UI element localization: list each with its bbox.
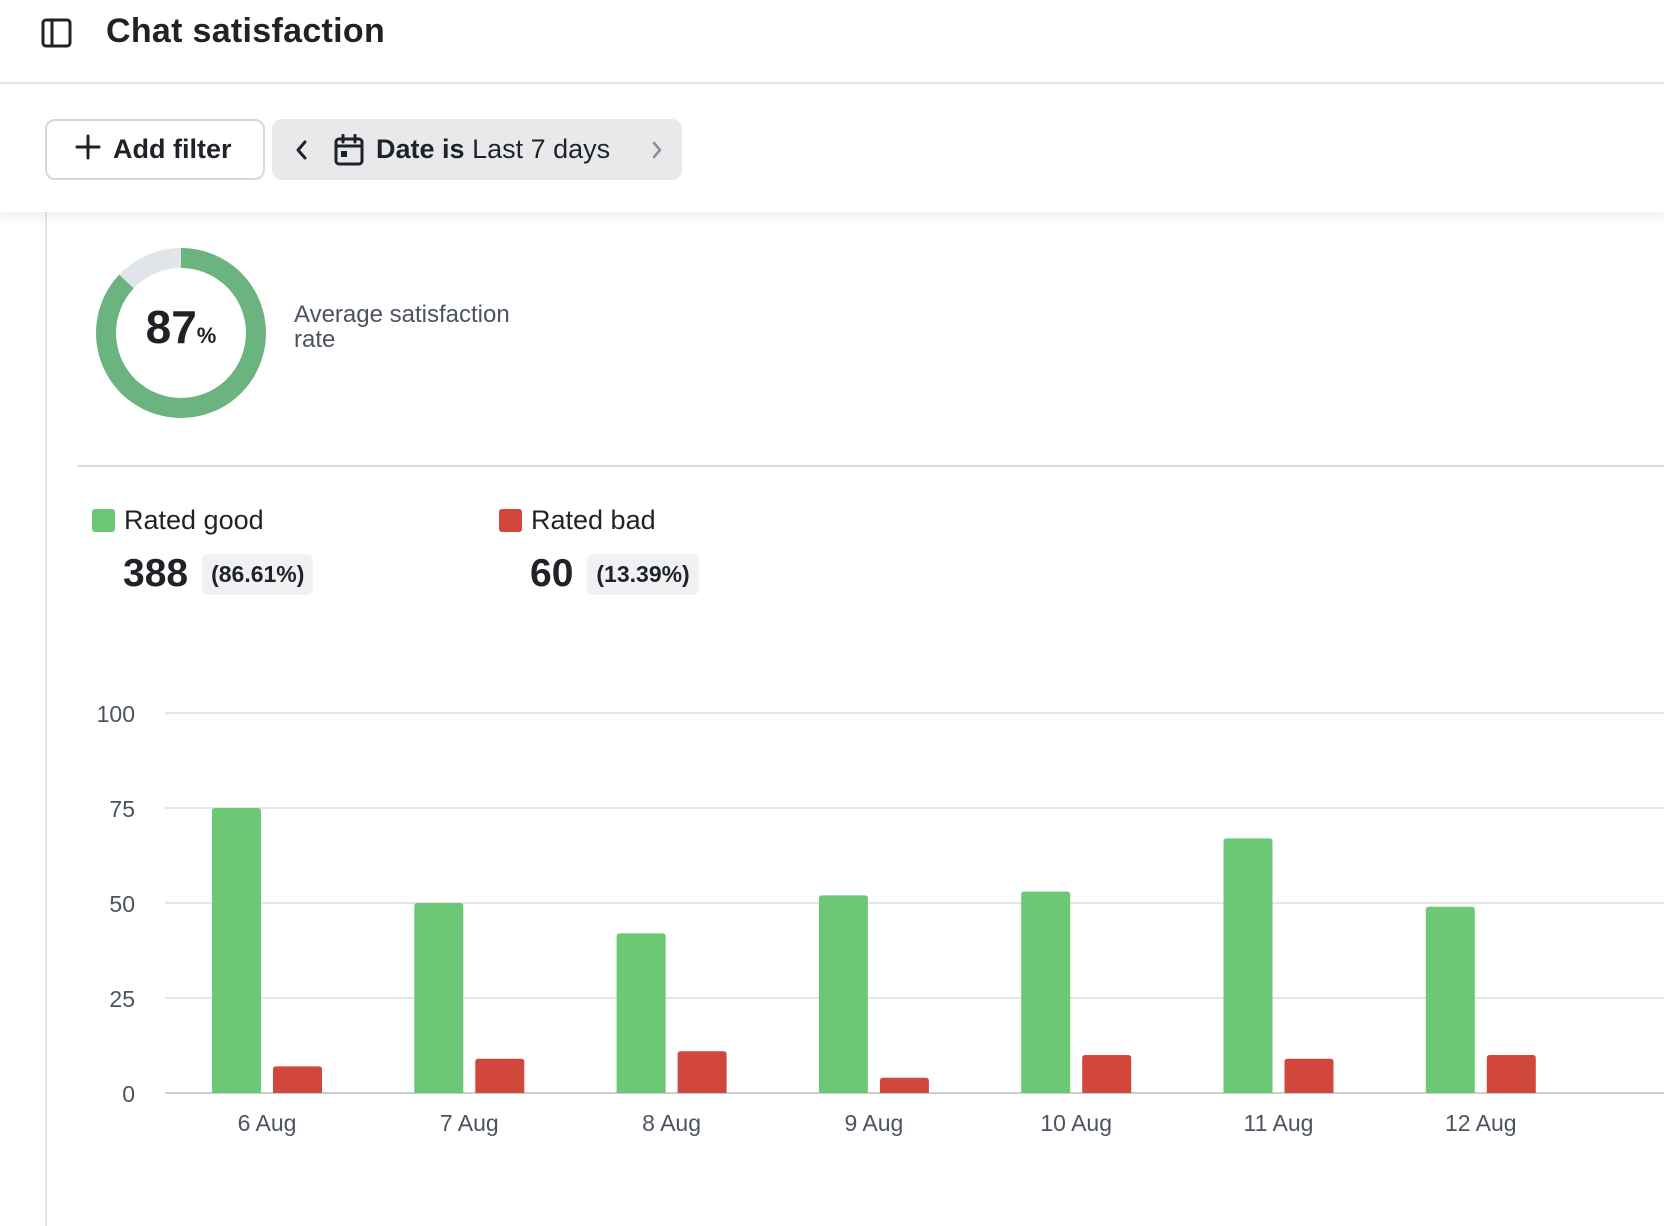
chevron-right-icon[interactable] [650, 119, 664, 180]
add-filter-label: Add filter [113, 134, 232, 164]
bar-rated-good [818, 895, 868, 1093]
bar-rated-good [1021, 891, 1071, 1093]
plus-icon [75, 134, 101, 165]
x-tick-label: 7 Aug [440, 1110, 499, 1136]
date-filter-value: Last 7 days [472, 134, 611, 164]
stat-rated-good: 388 (86.61%) [123, 552, 314, 596]
y-tick-label: 0 [122, 1081, 135, 1107]
satisfaction-rate-value: 87% [94, 300, 268, 354]
legend-swatch-bad [499, 509, 522, 532]
content-left-border [45, 212, 47, 1226]
rate-unit: % [196, 323, 217, 348]
page-header: Chat satisfaction [0, 0, 1664, 84]
y-tick-label: 50 [109, 891, 135, 917]
bar-rated-bad [879, 1077, 929, 1093]
stat-share-badge: (86.61%) [202, 553, 314, 595]
bar-rated-good [1223, 838, 1273, 1093]
sidebar-toggle-icon[interactable] [40, 16, 74, 50]
filter-bar: Add filter Date is Last 7 days [0, 86, 1664, 212]
bar-rated-bad [1486, 1055, 1536, 1093]
date-filter-field: Date is [376, 134, 465, 164]
bar-rated-good [616, 933, 666, 1093]
legend-item-rated-good: Rated good [92, 505, 264, 536]
stat-share-badge: (13.39%) [587, 553, 699, 595]
satisfaction-donut [96, 248, 266, 418]
bar-rated-bad [1284, 1058, 1334, 1093]
x-tick-label: 11 Aug [1244, 1110, 1314, 1136]
y-tick-label: 25 [109, 986, 135, 1012]
y-tick-label: 75 [109, 796, 135, 822]
bar-rated-good [1425, 906, 1475, 1093]
date-filter-text: Date is Last 7 days [376, 134, 610, 165]
bar-chart: 0 25 50 75 100 6 Aug 7 Aug 8 Aug 9 Aug 10 Aug 11 A… [97, 701, 1664, 1136]
page-title: Chat satisfaction [106, 12, 386, 50]
legend-item-rated-bad: Rated bad [499, 505, 656, 536]
legend-label: Rated good [124, 505, 264, 535]
legend-label: Rated bad [531, 505, 656, 535]
x-tick-label: 9 Aug [844, 1110, 903, 1136]
x-tick-label: 8 Aug [642, 1110, 701, 1136]
stat-count: 60 [530, 552, 574, 595]
legend-swatch-good [92, 509, 115, 532]
bar-rated-bad [677, 1051, 727, 1093]
x-tick-label: 10 Aug [1040, 1110, 1112, 1136]
bar-rated-bad [1082, 1055, 1132, 1093]
calendar-icon [334, 133, 364, 166]
bar-rated-bad [475, 1058, 525, 1093]
satisfaction-rate-label: Average satisfaction rate [294, 301, 510, 353]
donut-arc [96, 248, 266, 418]
add-filter-button[interactable]: Add filter [45, 119, 265, 180]
chevron-left-icon[interactable] [272, 119, 332, 180]
x-tick-label: 6 Aug [238, 1110, 297, 1136]
bar-rated-good [212, 808, 261, 1093]
x-tick-label: 12 Aug [1445, 1110, 1517, 1136]
section-divider [77, 465, 1664, 467]
y-tick-label: 100 [97, 701, 135, 727]
date-filter-pill[interactable]: Date is Last 7 days [272, 119, 682, 180]
stat-rated-bad: 60 (13.39%) [530, 552, 699, 596]
rate-number: 87 [145, 301, 197, 353]
bar-rated-good [414, 903, 464, 1093]
stat-count: 388 [123, 552, 189, 595]
bar-rated-bad [273, 1066, 322, 1093]
